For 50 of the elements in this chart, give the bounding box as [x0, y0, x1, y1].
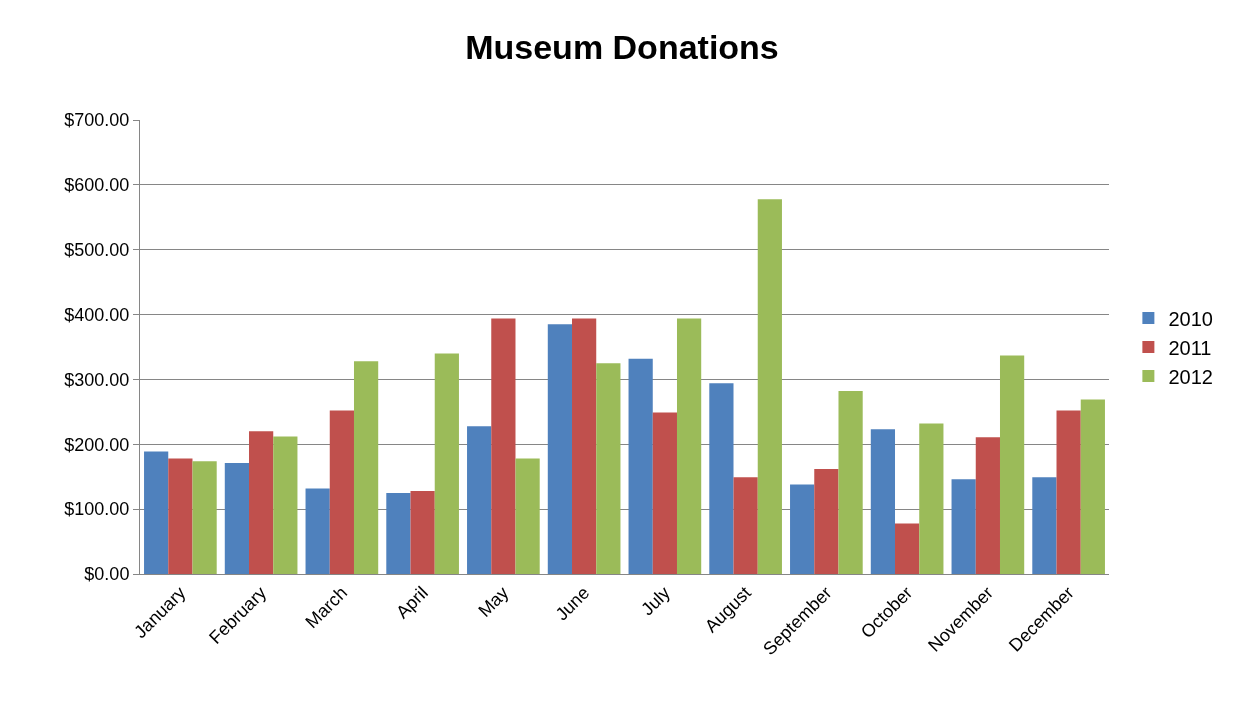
- bar: [999, 355, 1025, 574]
- y-tick-label: $600.00: [64, 175, 130, 196]
- y-tick-label: $400.00: [64, 304, 130, 325]
- bar: [434, 353, 459, 574]
- bar: [838, 391, 863, 574]
- bar: [273, 436, 298, 574]
- bar: [305, 488, 330, 574]
- bar: [572, 318, 597, 574]
- bar: [870, 429, 896, 574]
- bar: [895, 523, 920, 574]
- bar: [951, 479, 976, 574]
- bar: [386, 492, 411, 574]
- bar: [733, 477, 758, 574]
- bar: [652, 412, 677, 574]
- bar: [709, 383, 734, 574]
- bar: [249, 431, 274, 574]
- y-tick-label: $500.00: [64, 240, 130, 261]
- bar: [1056, 410, 1081, 574]
- bar: [596, 363, 621, 574]
- bar: [329, 410, 354, 574]
- x-tick-label: July: [637, 582, 675, 620]
- bar: [757, 199, 782, 574]
- x-tick-label: May: [474, 582, 513, 621]
- bar: [168, 458, 193, 574]
- chart-title: Museum Donations: [465, 28, 779, 67]
- legend-label: 2011: [1168, 336, 1212, 359]
- bar: [676, 318, 702, 574]
- y-tick-label: $300.00: [64, 369, 130, 390]
- bar: [790, 484, 815, 574]
- bar: [628, 358, 653, 574]
- bar: [515, 458, 540, 574]
- bar: [1080, 399, 1105, 574]
- bar: [224, 463, 250, 574]
- bar: [144, 451, 169, 574]
- y-tick-label: $700.00: [64, 110, 130, 131]
- bar: [410, 490, 435, 574]
- bar: [192, 461, 217, 574]
- bar: [547, 324, 573, 574]
- bar: [491, 318, 516, 574]
- bar: [1032, 477, 1057, 574]
- y-tick-label: $200.00: [64, 434, 130, 455]
- bar: [353, 361, 379, 574]
- y-tick-label: $100.00: [64, 499, 130, 520]
- legend-label: 2012: [1168, 365, 1213, 388]
- y-tick-label: $0.00: [84, 564, 130, 585]
- legend-label: 2010: [1168, 307, 1213, 330]
- bar: [814, 468, 839, 574]
- bar: [467, 426, 492, 574]
- bar: [975, 437, 1000, 574]
- bar: [919, 423, 944, 574]
